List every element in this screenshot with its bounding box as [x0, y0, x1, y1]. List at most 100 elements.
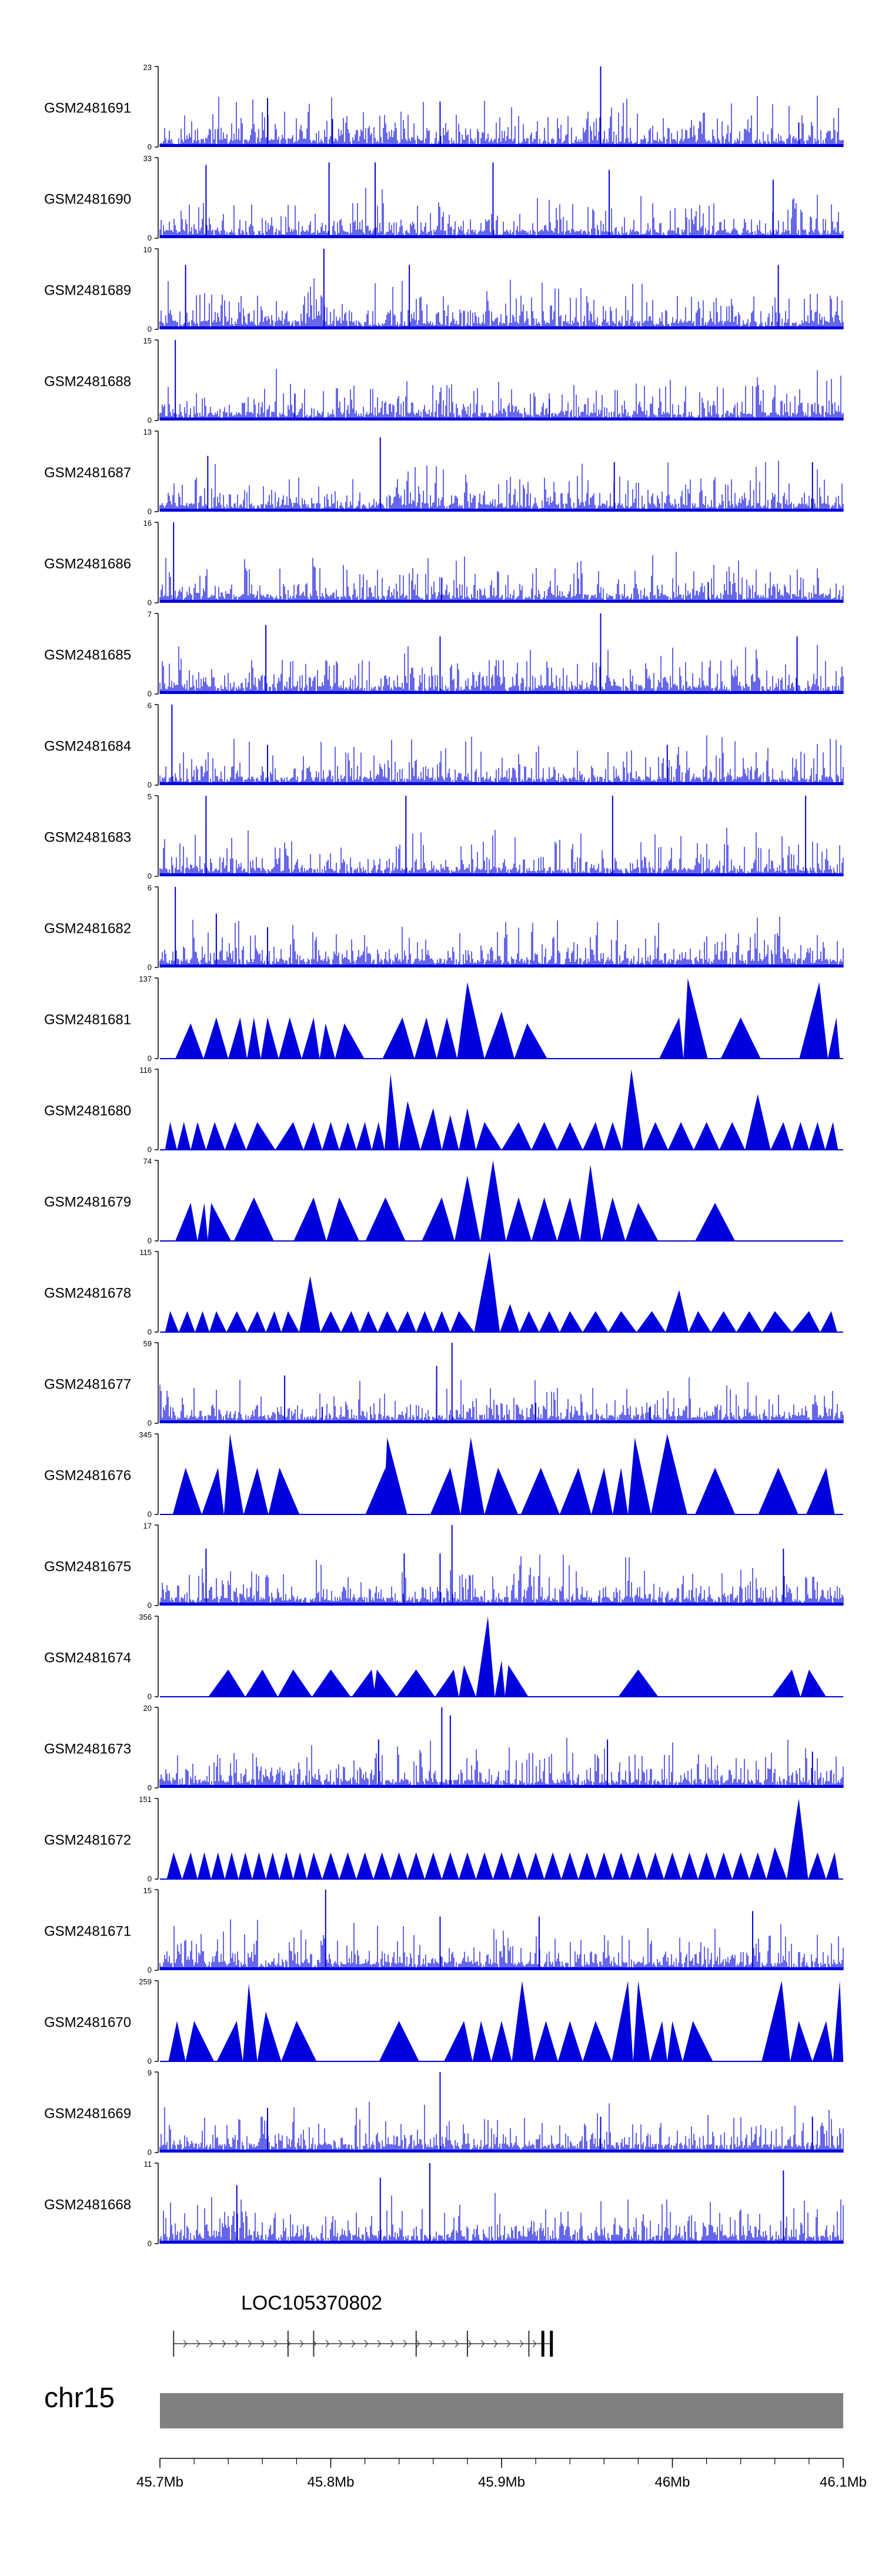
coverage-triangle — [243, 1467, 269, 1514]
coverage-triangle — [281, 2021, 317, 2061]
coverage-triangle — [762, 1311, 792, 1332]
y-axis-max-label: 10 — [143, 245, 152, 254]
track-GSM2481669: GSM2481669 9 0 — [44, 2068, 844, 2157]
y-axis-min-label: 0 — [148, 598, 152, 607]
y-axis-max-label: 345 — [139, 1430, 152, 1439]
y-axis-max-label: 151 — [139, 1795, 152, 1804]
y-axis-min-label: 0 — [148, 1145, 152, 1154]
track-GSM2481668: GSM2481668 11 0 — [44, 2160, 844, 2248]
coverage-triangle — [165, 1122, 177, 1150]
y-axis-min-label: 0 — [148, 142, 152, 151]
coverage-baseline — [160, 2241, 843, 2244]
coverage-triangle — [185, 2021, 215, 2061]
track-label: GSM2481670 — [44, 2015, 131, 2031]
y-axis-max-label: 16 — [143, 519, 152, 528]
coverage-triangle — [604, 1122, 622, 1150]
coverage-baseline — [160, 326, 843, 329]
exon-mark — [550, 2331, 553, 2357]
track-label: GSM2481673 — [44, 1741, 131, 1757]
coverage-triangle — [382, 1017, 415, 1059]
y-axis-min-label: 0 — [148, 233, 152, 242]
y-axis-min-label: 0 — [148, 1966, 152, 1974]
coverage-triangle — [618, 1669, 659, 1697]
coverage-triangle — [633, 1981, 650, 2061]
coverage-triangle — [833, 1981, 844, 2061]
coverage-triangle — [281, 1311, 299, 1332]
track-GSM2481688: GSM2481688 15 0 — [44, 336, 844, 425]
coverage-triangle — [459, 1108, 476, 1150]
y-axis-max-label: 7 — [148, 610, 152, 619]
strand-arrow — [183, 2340, 188, 2348]
track-label: GSM2481679 — [44, 1194, 131, 1210]
track-label: GSM2481687 — [44, 465, 131, 481]
coverage-triangle — [202, 1467, 224, 1514]
y-axis-max-label: 6 — [148, 883, 152, 892]
coverage-triangle — [534, 2021, 558, 2061]
y-axis-min-label: 0 — [148, 780, 152, 789]
strand-arrow — [416, 2340, 420, 2348]
exon-mark — [313, 2331, 315, 2357]
coverage-triangle — [476, 1122, 502, 1150]
coverage-triangle — [303, 1122, 322, 1150]
coverage-triangle — [484, 1012, 514, 1059]
coverage-triangle — [385, 1073, 399, 1150]
coverage-triangle — [302, 1017, 320, 1059]
coverage-triangle — [506, 1197, 532, 1241]
coverage-triangle — [422, 1197, 455, 1241]
exon-mark — [415, 2331, 417, 2357]
y-axis-min-label: 0 — [148, 1327, 152, 1336]
coverage-triangle — [693, 1122, 720, 1150]
strand-arrow — [338, 2340, 343, 2348]
coverage-triangle — [459, 1665, 476, 1697]
strand-arrow — [429, 2340, 433, 2348]
coverage-triangle — [800, 1669, 826, 1697]
coverage-triangle — [340, 1311, 360, 1332]
coverage-triangle — [457, 982, 485, 1059]
y-axis-max-label: 59 — [143, 1339, 152, 1348]
coverage-triangle — [681, 1852, 699, 1879]
track-label: GSM2481678 — [44, 1286, 131, 1302]
coverage-baseline — [160, 873, 843, 876]
coverage-triangle — [182, 1852, 198, 1879]
coverage-triangle — [510, 1852, 527, 1879]
coverage-triangle — [228, 1017, 248, 1059]
coverage-triangle — [520, 1467, 560, 1514]
y-axis-max-label: 20 — [143, 1704, 152, 1713]
coverage-triangle — [197, 1852, 212, 1879]
coverage-triangle — [667, 2021, 683, 2061]
x-tick-label: 45.8Mb — [307, 2474, 354, 2490]
coverage-triangle — [500, 1304, 520, 1332]
coverage-triangle — [557, 1197, 580, 1241]
track-GSM2481675: GSM2481675 17 0 — [44, 1521, 844, 1610]
y-axis-max-label: 33 — [143, 154, 152, 163]
coverage-triangle — [383, 1437, 407, 1514]
track-GSM2481684: GSM2481684 6 0 — [44, 701, 844, 789]
coverage-triangle — [474, 1252, 500, 1332]
y-axis-min-label: 0 — [148, 507, 152, 516]
coverage-signal — [159, 1919, 844, 1970]
coverage-triangle — [206, 1122, 225, 1150]
strand-arrow — [377, 2340, 382, 2348]
signal-tracks: GSM2481691230GSM2481690330GSM2481689100G… — [44, 63, 844, 2248]
track-label: GSM2481675 — [44, 1559, 131, 1575]
coverage-triangle — [335, 1023, 365, 1059]
coverage-baseline — [160, 2150, 843, 2153]
coverage-triangle — [246, 1122, 276, 1150]
coverage-triangle — [165, 1311, 179, 1332]
coverage-triangle — [436, 1017, 457, 1059]
coverage-triangle — [197, 1203, 208, 1241]
coverage-triangle — [559, 1467, 592, 1514]
coverage-triangle — [179, 1311, 195, 1332]
coverage-triangle — [771, 1669, 801, 1697]
coverage-triangle — [583, 1122, 604, 1150]
coverage-triangle — [459, 1852, 476, 1879]
coverage-triangle — [601, 1197, 626, 1241]
coverage-triangle — [226, 1311, 248, 1332]
coverage-triangle — [203, 1017, 229, 1059]
coverage-triangle — [583, 1311, 609, 1332]
gene-annotation-track: LOC105370802 — [173, 2292, 553, 2357]
coverage-triangle — [365, 1467, 389, 1514]
coverage-triangle — [166, 1852, 182, 1879]
coverage-triangle — [612, 1981, 633, 2061]
coverage-triangle — [544, 1852, 562, 1879]
